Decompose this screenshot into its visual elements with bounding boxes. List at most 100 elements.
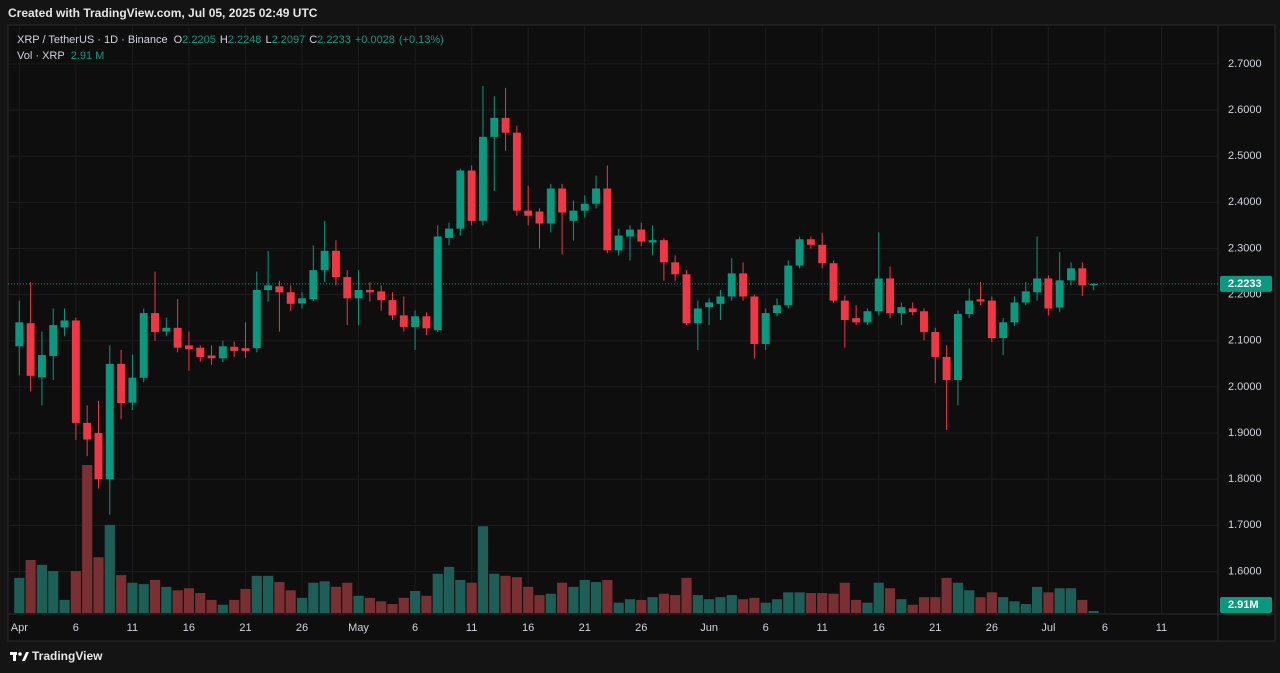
candle-body [1021, 291, 1030, 303]
open-value: 2.2205 [182, 34, 216, 46]
volume-bar [692, 595, 703, 613]
y-tick-label: 2.4000 [1228, 196, 1262, 208]
y-tick-label: 2.1000 [1228, 335, 1262, 347]
high-prefix: H [220, 34, 228, 46]
candle-body [1033, 278, 1042, 293]
candle-body [456, 170, 465, 229]
volume-bar [579, 579, 590, 613]
candle-body [365, 290, 374, 293]
candle-body [105, 363, 114, 480]
volume-bar [839, 582, 850, 613]
candle-body [173, 327, 182, 348]
volume-bar [342, 582, 353, 613]
candle-body [1067, 268, 1075, 281]
volume-bar [48, 571, 59, 613]
volume-bar [195, 593, 206, 613]
volume-bar [952, 582, 963, 613]
volume-bar [466, 582, 477, 613]
volume-bar [1043, 592, 1054, 613]
candle-body [478, 136, 487, 221]
candle-body [37, 355, 46, 378]
candle-body [128, 377, 137, 403]
candle-body [230, 346, 239, 351]
volume-bars [14, 465, 1099, 613]
candle-body [750, 296, 759, 344]
volume-bar [658, 593, 669, 613]
candle-body [490, 117, 499, 137]
candle-body [445, 228, 453, 238]
volume-bar [183, 588, 195, 613]
volume-bar [206, 599, 217, 613]
volume-bar [149, 579, 161, 613]
high-value: 2.2248 [228, 34, 262, 46]
volume-bar [421, 595, 432, 613]
y-tick-label: 2.6000 [1228, 104, 1262, 116]
candle-body [818, 244, 827, 264]
candle-body [15, 322, 24, 347]
x-tick-label: 6 [412, 622, 418, 634]
candle-body [1010, 302, 1019, 323]
candle-body [682, 274, 691, 324]
volume-bar [161, 586, 172, 613]
candle-body [659, 240, 668, 263]
x-tick-label: 26 [296, 622, 308, 634]
volume-bar [534, 595, 545, 613]
volume-bar [930, 597, 941, 613]
volume-bar [681, 577, 692, 613]
brand: TradingView [32, 649, 103, 663]
volume-bar [251, 575, 262, 613]
candle-body [331, 250, 340, 278]
close-value: 2.2233 [317, 34, 351, 46]
candle-body [467, 170, 476, 221]
candle-body [501, 117, 510, 133]
volume-bar [851, 599, 862, 613]
y-tick-label: 1.6000 [1228, 565, 1262, 577]
candle-body [795, 239, 804, 266]
volume-bar [36, 564, 48, 613]
y-tick-label: 1.8000 [1228, 473, 1262, 485]
candle-body [965, 300, 974, 315]
volume-bar [443, 566, 455, 613]
volume-bar [263, 575, 274, 613]
volume-bar [805, 593, 816, 613]
volume-bar [500, 575, 511, 613]
candle-body [184, 345, 193, 350]
volume-bar [715, 597, 726, 613]
candle-body [942, 356, 951, 380]
candle-body [773, 305, 781, 314]
x-tick-label: 21 [929, 622, 941, 634]
x-tick-label: May [348, 622, 369, 634]
logo-part [13, 652, 16, 661]
volume-value: 2.91 M [71, 50, 105, 62]
candle-body [987, 300, 996, 338]
candle-body [241, 348, 250, 351]
candle-body [727, 273, 736, 297]
y-tick-label: 2.7000 [1228, 58, 1262, 70]
candle-body [422, 316, 431, 329]
candle-body [298, 298, 306, 304]
volume-bar [1054, 588, 1065, 613]
volume-bar [771, 599, 783, 613]
candle-body [546, 188, 555, 224]
change: +0.0028 [355, 34, 395, 46]
candle-body [886, 278, 895, 314]
volume-bar [127, 582, 138, 613]
volume-bar [410, 590, 421, 613]
candle-body [196, 347, 205, 357]
candle-body [580, 203, 589, 211]
candle-body [761, 313, 770, 344]
candle-body [920, 311, 928, 332]
volume-bar [1088, 610, 1099, 613]
volume-bar [873, 582, 884, 613]
volume-bar [907, 604, 918, 613]
x-tick-label: 11 [1156, 622, 1167, 634]
candle-body [840, 300, 849, 320]
candle-body [976, 299, 985, 302]
candle-body [388, 300, 397, 316]
candle-body [117, 363, 126, 404]
candle-body [252, 290, 261, 349]
volume-bar [93, 557, 104, 613]
volume-bar [896, 599, 907, 613]
candle-body [1078, 268, 1087, 286]
candle-body [83, 422, 92, 440]
